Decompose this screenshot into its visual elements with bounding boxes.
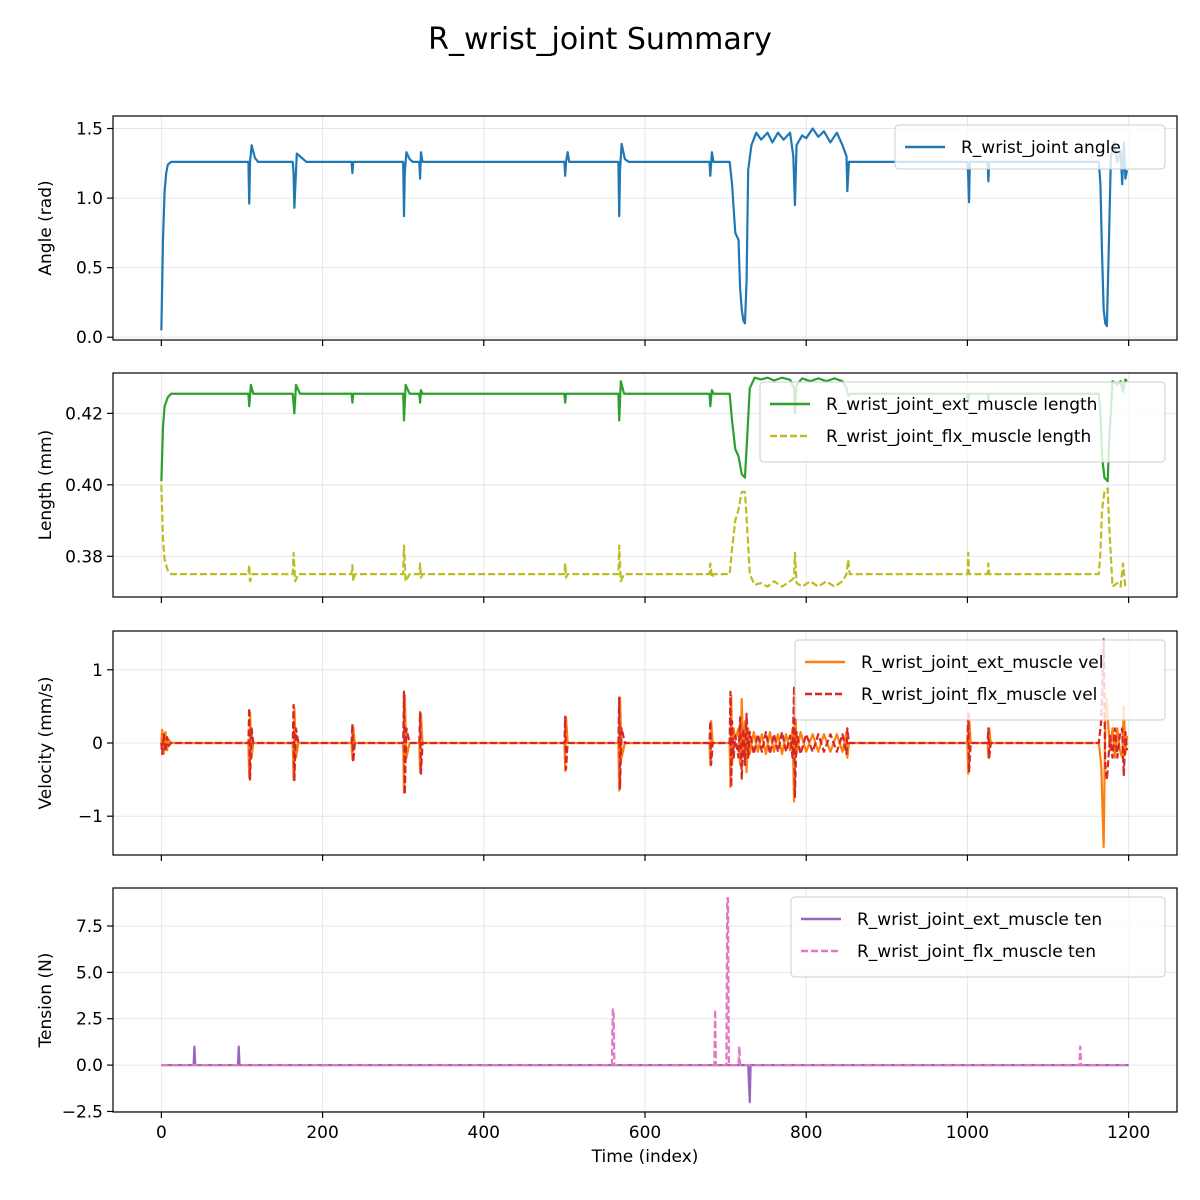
y-tick-label: 7.5	[76, 917, 103, 937]
y-tick-label: 0.0	[76, 1056, 103, 1076]
legend: R_wrist_joint_ext_muscle ten R_wrist_join…	[790, 896, 1166, 978]
legend: R_wrist_joint_ext_muscle length R_wrist_j…	[759, 381, 1166, 463]
legend-label: R_wrist_joint_flx_muscle ten	[857, 942, 1096, 962]
legend-box	[790, 896, 1166, 978]
panel-tension: 0 200 400 600 800 1000 1200 −2.5 0.0 2.5 5.0 7.5 Ten…	[36, 887, 1178, 1167]
y-axis-label: Angle (rad)	[36, 180, 56, 275]
legend: R_wrist_joint angle	[894, 124, 1166, 170]
y-tick-label: 5.0	[76, 963, 103, 983]
series-group	[161, 897, 1129, 1104]
series-line-1	[160, 484, 1128, 590]
legend-label: R_wrist_joint_ext_muscle ten	[857, 910, 1102, 930]
legend-box	[794, 639, 1166, 721]
legend-box	[759, 381, 1166, 463]
x-tick-label: 0	[156, 1123, 167, 1143]
y-tick-label: 0	[92, 734, 103, 754]
x-tick-label: 600	[629, 1123, 661, 1143]
x-tick-label: 1000	[946, 1123, 989, 1143]
y-tick-label: 0.5	[76, 259, 103, 279]
x-tick-label: 800	[790, 1123, 822, 1143]
y-tick-label: 1	[92, 661, 103, 681]
series-line-1	[161, 897, 1129, 1067]
series-line-0	[161, 1045, 1129, 1104]
y-axis-label: Tension (N)	[36, 953, 56, 1049]
panel-angle: 0.0 0.5 1.0 1.5 Angle (rad) R_wrist_joint ang…	[36, 115, 1178, 348]
x-axis-label: Time (index)	[591, 1147, 699, 1167]
legend-box	[894, 124, 1166, 170]
y-tick-label: −1	[78, 807, 103, 827]
series-line-1	[160, 637, 1129, 799]
panel-length: 0.38 0.40 0.42 Length (mm) R_wrist_joint_ext…	[36, 372, 1178, 603]
series-group	[160, 637, 1129, 849]
y-axis-label: Velocity (mm/s)	[36, 676, 56, 809]
y-tick-label: 1.5	[76, 120, 103, 140]
x-tick-label: 200	[306, 1123, 338, 1143]
legend-label: R_wrist_joint_flx_muscle vel	[861, 685, 1097, 705]
legend-label: R_wrist_joint_ext_muscle length	[826, 395, 1097, 415]
legend: R_wrist_joint_ext_muscle vel R_wrist_join…	[794, 639, 1166, 721]
y-tick-label: 0.40	[65, 476, 103, 496]
y-tick-label: 1.0	[76, 189, 103, 209]
y-tick-label: 2.5	[76, 1010, 103, 1030]
legend-label: R_wrist_joint_flx_muscle length	[826, 427, 1091, 447]
y-tick-label: −2.5	[62, 1102, 103, 1122]
y-axis-label: Length (mm)	[36, 430, 56, 540]
figure-title: R_wrist_joint Summary	[428, 22, 772, 57]
y-tick-label: 0.42	[65, 404, 103, 424]
legend-label: R_wrist_joint angle	[961, 138, 1121, 158]
legend-label: R_wrist_joint_ext_muscle vel	[861, 653, 1104, 673]
x-tick-label: 400	[468, 1123, 500, 1143]
y-tick-label: 0.38	[65, 547, 103, 567]
x-tick-label: 1200	[1107, 1123, 1150, 1143]
y-tick-label: 0.0	[76, 328, 103, 348]
panel-velocity: −1 0 1 Velocity (mm/s) R_wrist_joint_ext_mus…	[36, 630, 1178, 861]
